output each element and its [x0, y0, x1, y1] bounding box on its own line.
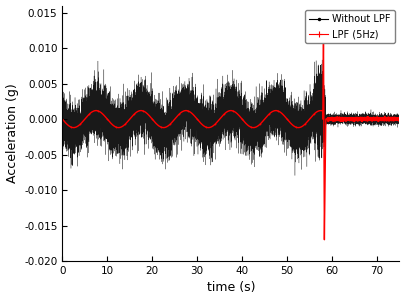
- Legend: Without LPF, LPF (5Hz): Without LPF, LPF (5Hz): [305, 11, 394, 43]
- Without LPF: [275, 113, 280, 117]
- LPF (5Hz): [397, 118, 402, 122]
- LPF (5Hz): [353, 116, 358, 120]
- Without LPF: [397, 117, 402, 120]
- LPF (5Hz): [362, 117, 367, 121]
- LPF (5Hz): [392, 118, 397, 122]
- LPF (5Hz): [321, 32, 326, 36]
- Line: Without LPF: Without LPF: [62, 60, 399, 176]
- Y-axis label: Acceleration (g): Acceleration (g): [6, 83, 19, 183]
- Without LPF: [320, 58, 324, 62]
- LPF (5Hz): [211, 123, 216, 127]
- Without LPF: [396, 116, 401, 119]
- LPF (5Hz): [275, 109, 280, 112]
- LPF (5Hz): [396, 117, 401, 121]
- Without LPF: [353, 116, 358, 120]
- Without LPF: [211, 130, 216, 134]
- LPF (5Hz): [60, 117, 65, 121]
- X-axis label: time (s): time (s): [207, 281, 255, 294]
- Without LPF: [392, 119, 397, 123]
- LPF (5Hz): [322, 238, 327, 242]
- Without LPF: [60, 96, 65, 99]
- Without LPF: [292, 174, 297, 177]
- Without LPF: [362, 114, 367, 118]
- Line: LPF (5Hz): LPF (5Hz): [61, 33, 401, 241]
